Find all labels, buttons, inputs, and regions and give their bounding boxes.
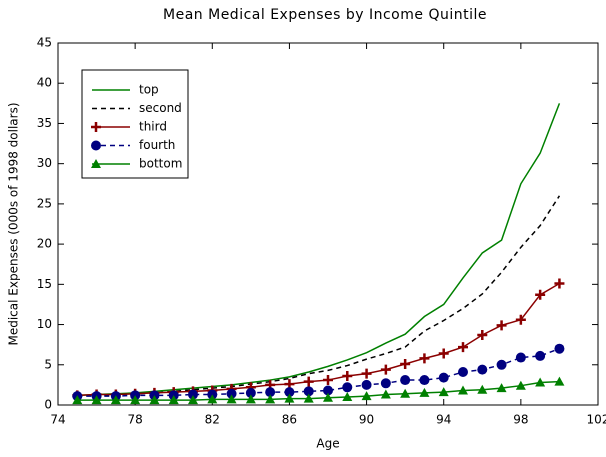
marker-circle (458, 367, 468, 378)
x-tick-label: 98 (513, 413, 528, 427)
marker-circle (361, 379, 372, 390)
y-tick-label: 25 (37, 196, 52, 210)
marker-circle (245, 387, 256, 398)
marker-triangle (110, 395, 121, 405)
marker-circle (303, 386, 314, 397)
marker-plus (323, 375, 333, 386)
marker-plus (458, 342, 468, 353)
marker-triangle (226, 394, 237, 404)
chart-title: Mean Medical Expenses by Income Quintile (163, 7, 487, 23)
y-tick-label: 40 (37, 76, 52, 90)
marker-triangle (245, 394, 256, 404)
legend-box (81, 69, 189, 179)
marker-triangle (284, 393, 295, 403)
marker-plus (554, 278, 565, 289)
series-line (77, 103, 561, 397)
x-tick-label: 94 (436, 413, 451, 427)
marker-triangle (380, 389, 391, 399)
plot-frame (57, 42, 599, 406)
legend-label: second (139, 101, 182, 115)
marker-circle (265, 387, 276, 398)
marker-plus (380, 364, 391, 375)
x-tick-label: 78 (128, 413, 143, 427)
legend-label: third (139, 120, 167, 134)
y-tick-label: 45 (37, 36, 52, 50)
legend-label: top (139, 83, 159, 97)
marker-triangle (91, 395, 102, 405)
marker-triangle (361, 391, 372, 401)
marker-circle (515, 352, 526, 363)
marker-plus (535, 289, 546, 300)
marker-triangle (91, 159, 101, 168)
x-tick-label: 86 (282, 413, 297, 427)
marker-triangle (168, 395, 179, 405)
marker-circle (438, 372, 449, 383)
marker-plus (419, 353, 430, 364)
series-line (77, 195, 561, 397)
marker-triangle (149, 395, 160, 405)
marker-triangle (477, 384, 488, 394)
marker-plus (303, 376, 314, 387)
marker-circle (380, 378, 391, 389)
marker-circle (554, 343, 565, 354)
y-tick-label: 10 (37, 317, 52, 331)
marker-circle (188, 389, 198, 400)
y-axis-label: Medical Expenses (000s of 1998 dollars) (7, 102, 21, 345)
y-tick-label: 5 (44, 357, 52, 371)
series-line (77, 282, 560, 397)
marker-plus (361, 368, 372, 379)
marker-circle (419, 375, 430, 386)
marker-triangle (342, 391, 353, 401)
x-axis-label: Age (316, 437, 339, 451)
marker-triangle (265, 394, 276, 404)
marker-plus (91, 122, 101, 132)
legend-label: fourth (139, 138, 175, 152)
marker-triangle (438, 387, 449, 397)
marker-circle (91, 140, 101, 151)
marker-circle (496, 359, 507, 370)
x-tick-label: 74 (50, 413, 65, 427)
x-tick-label: 102 (587, 413, 606, 427)
y-tick-label: 0 (44, 398, 52, 412)
marker-triangle (496, 383, 507, 393)
marker-circle (535, 350, 546, 361)
marker-triangle (419, 387, 430, 397)
marker-triangle (400, 388, 411, 398)
marker-plus (400, 358, 411, 369)
marker-circle (323, 385, 333, 396)
marker-triangle (207, 394, 218, 404)
marker-circle (477, 364, 488, 375)
marker-circle (400, 375, 411, 386)
marker-triangle (72, 395, 83, 405)
marker-triangle (535, 377, 546, 387)
marker-plus (515, 314, 526, 325)
y-tick-label: 35 (37, 116, 52, 130)
marker-triangle (130, 395, 141, 405)
marker-circle (226, 388, 237, 399)
marker-plus (342, 371, 353, 382)
marker-triangle (323, 392, 333, 402)
x-tick-label: 82 (205, 413, 220, 427)
marker-triangle (515, 380, 526, 390)
marker-plus (477, 330, 488, 341)
y-tick-label: 15 (37, 277, 52, 291)
marker-plus (438, 348, 449, 359)
marker-plus (496, 320, 507, 331)
series-line (77, 380, 560, 401)
y-tick-label: 30 (37, 156, 52, 170)
marker-circle (284, 387, 295, 398)
marker-triangle (458, 385, 468, 395)
x-tick-label: 90 (359, 413, 374, 427)
marker-triangle (188, 395, 198, 405)
y-tick-label: 20 (37, 237, 52, 251)
marker-triangle (554, 376, 565, 386)
legend-label: bottom (139, 157, 182, 171)
marker-circle (342, 382, 353, 393)
marker-triangle (303, 393, 314, 403)
